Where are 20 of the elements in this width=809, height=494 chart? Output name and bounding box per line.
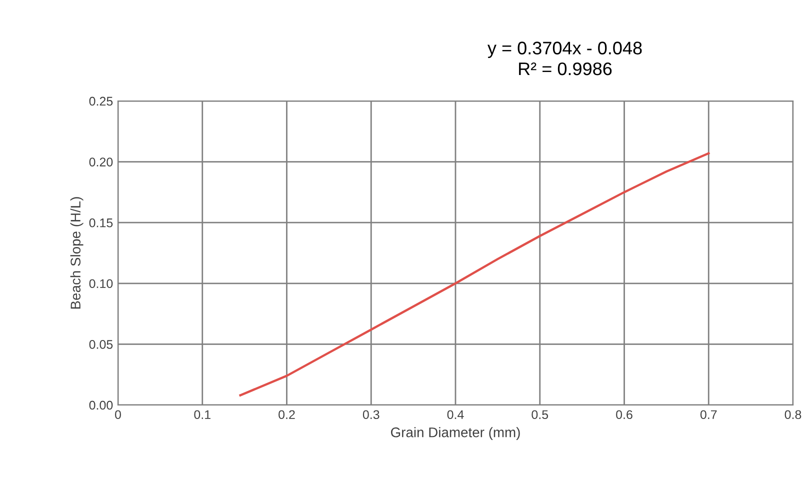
y-axis-title: Beach Slope (H/L)	[70, 197, 84, 309]
x-tick-label: 0.8	[784, 410, 802, 420]
x-tick-label: 0.7	[700, 410, 717, 420]
text: R² = 0.9986	[519, 62, 612, 76]
y-tick-label: 0.00	[89, 400, 113, 410]
text: y = 0.3704x - 0.048	[488, 42, 642, 58]
y-tick-label: 0.05	[89, 340, 113, 349]
x-tick-label: 0.2	[278, 410, 295, 420]
x-tick-label: 0.4	[447, 410, 464, 420]
line-series	[239, 152, 710, 396]
x-axis-title: Grain Diameter (mm)	[390, 427, 520, 440]
y-tick-label: 0.20	[89, 158, 113, 166]
x-tick-label: 0.3	[362, 410, 380, 420]
x-tick-label: 0	[115, 410, 121, 420]
y-tick-label: 0.25	[89, 96, 113, 106]
y-tick-label: 0.15	[89, 218, 113, 228]
x-tick-label: 0.6	[616, 410, 632, 420]
x-tick-label: 0.1	[194, 410, 210, 420]
y-tick-label: 0.10	[89, 279, 113, 288]
x-tick-label: 0.5	[532, 410, 548, 420]
